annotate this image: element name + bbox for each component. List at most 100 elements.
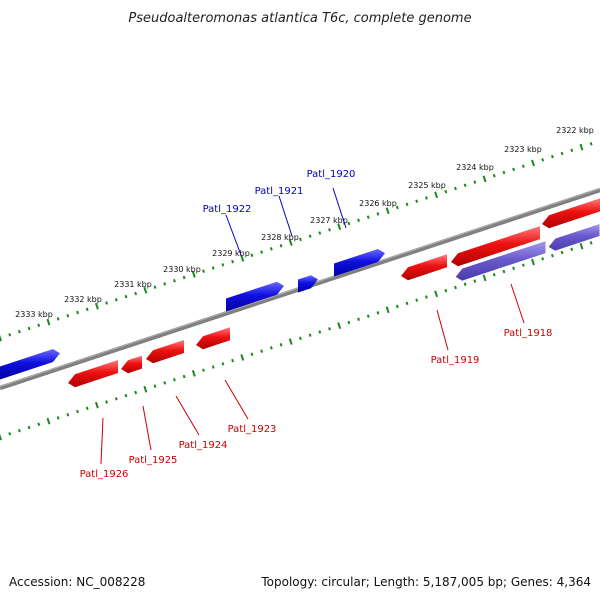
- lower-scale-tick: [541, 257, 545, 261]
- upper-scale-tick: [250, 253, 254, 258]
- lower-scale-tick: [211, 365, 215, 369]
- lower-scale-tick: [231, 358, 235, 363]
- upper-scale-tick: [231, 259, 235, 264]
- upper-scale-tick: [579, 143, 584, 151]
- lower-scale-tick: [8, 432, 12, 436]
- lower-scale-tick: [550, 253, 554, 258]
- lower-scale-tick: [76, 409, 79, 414]
- upper-scale-tick: [415, 199, 419, 203]
- lower-scale-tick: [434, 290, 439, 298]
- lower-scale-tick: [376, 311, 380, 315]
- scale-label: 2322 kbp: [556, 126, 594, 135]
- gene-label-patl-1920[interactable]: Patl_1920: [307, 169, 356, 180]
- gene-labels: Patl_1918Patl_1919Patl_1920Patl_1921Patl…: [80, 169, 553, 480]
- lower-scale-tick: [114, 397, 118, 401]
- upper-scale-tick: [85, 307, 89, 312]
- lower-scale-tick: [444, 288, 448, 293]
- lower-scale-tick: [153, 384, 157, 388]
- gene-arrow-patl-1926[interactable]: [68, 360, 118, 388]
- lower-scale-tick: [288, 338, 293, 345]
- upper-scale-tick: [0, 334, 2, 342]
- scale-label: 2329 kbp: [212, 249, 250, 258]
- upper-scale-tick: [482, 175, 487, 183]
- gene-label-patl-1919[interactable]: Patl_1919: [431, 355, 480, 366]
- upper-scale-tick: [66, 313, 70, 318]
- lower-scale-tick: [521, 263, 525, 267]
- lower-scale-tick: [173, 377, 176, 382]
- upper-scale-tick: [153, 285, 157, 289]
- gene-arrow-reverse[interactable]: [451, 226, 540, 267]
- lower-scale-tick: [579, 242, 584, 250]
- upper-scale-tick: [288, 239, 293, 246]
- upper-scale-tick: [424, 196, 428, 200]
- gene-arrow-patl-1919[interactable]: [401, 254, 447, 281]
- upper-scale-tick: [299, 237, 302, 242]
- upper-scale-tick: [521, 164, 525, 168]
- gene-arrow-patl-1921[interactable]: [298, 275, 318, 293]
- gene-label-patl-1922[interactable]: Patl_1922: [203, 204, 252, 215]
- leader-line: [224, 379, 249, 420]
- gene-arrow-patl-1923[interactable]: [196, 327, 230, 350]
- gene-label-patl-1926[interactable]: Patl_1926: [80, 469, 129, 480]
- upper-scale-tick: [240, 255, 245, 262]
- gene-arrow-patl-1918[interactable]: [454, 239, 547, 282]
- lower-scale-tick: [482, 274, 487, 282]
- lower-scale-tick: [0, 433, 2, 441]
- upper-scale-tick: [173, 278, 176, 283]
- lower-scale-tick: [269, 346, 273, 350]
- scale-label: 2327 kbp: [310, 216, 348, 225]
- gene-arrow-reverse[interactable]: [542, 198, 600, 229]
- lower-scale-tick: [191, 370, 196, 377]
- upper-scale-tick: [76, 310, 79, 315]
- lower-scale-tick: [560, 250, 564, 255]
- upper-scale-tick: [191, 271, 196, 278]
- gene-label-patl-1918[interactable]: Patl_1918: [504, 328, 553, 339]
- gene-arrow-forward[interactable]: [0, 349, 60, 380]
- gene-label-patl-1924[interactable]: Patl_1924: [179, 440, 228, 451]
- gene-label-patl-1923[interactable]: Patl_1923: [228, 424, 277, 435]
- upper-scale-tick: [560, 151, 564, 156]
- upper-scale-tick: [202, 269, 205, 273]
- label-leader-lines: [100, 187, 525, 465]
- upper-scale-tick: [454, 186, 457, 191]
- leader-line: [100, 417, 104, 465]
- lower-scale-tick: [328, 327, 331, 331]
- upper-scale-tick: [492, 173, 496, 178]
- upper-scale-tick: [395, 205, 399, 210]
- gene-arrow-patl-1924[interactable]: [146, 340, 184, 364]
- lower-scale-tick: [134, 390, 138, 395]
- gene-arrow-patl-1922[interactable]: [226, 281, 284, 312]
- gene-label-patl-1925[interactable]: Patl_1925: [129, 455, 178, 466]
- upper-scale-tick: [124, 294, 128, 299]
- lower-scale-tick: [202, 368, 205, 372]
- lower-scale-tick: [124, 393, 128, 398]
- gene-label-patl-1921[interactable]: Patl_1921: [255, 186, 304, 197]
- upper-scale-tick: [308, 234, 312, 238]
- scale-label: 2325 kbp: [408, 181, 446, 190]
- upper-scale-tick: [366, 215, 370, 219]
- lower-scale-tick: [260, 349, 264, 353]
- upper-scale-tick: [570, 148, 574, 153]
- lower-scale-tick: [347, 320, 351, 325]
- lower-scale-tick: [143, 385, 148, 393]
- upper-scale-tick: [105, 301, 109, 305]
- upper-scale-tick: [434, 191, 439, 199]
- genome-summary-text: Topology: circular; Length: 5,187,005 bp…: [260, 575, 591, 589]
- scale-label: 2331 kbp: [114, 280, 152, 289]
- lower-scale-tick: [240, 354, 245, 361]
- lower-scale-tick: [66, 412, 70, 417]
- lower-scale-tick: [454, 285, 457, 290]
- upper-scale-tick: [17, 329, 21, 334]
- upper-scale-tick: [444, 189, 448, 194]
- lower-scale-tick: [424, 295, 428, 299]
- upper-scale-tick: [328, 228, 331, 232]
- lower-scale-tick: [405, 301, 409, 306]
- gene-arrow-patl-1925[interactable]: [121, 355, 142, 374]
- gene-arrow-patl-1920[interactable]: [334, 249, 385, 277]
- gene-arrow-patl-1918-part[interactable]: [547, 222, 600, 252]
- scale-label: 2326 kbp: [359, 199, 397, 208]
- upper-scale-tick: [94, 302, 99, 310]
- lower-scale-tick: [299, 336, 302, 341]
- upper-scale-tick: [512, 167, 516, 172]
- lower-scale-tick: [531, 258, 535, 266]
